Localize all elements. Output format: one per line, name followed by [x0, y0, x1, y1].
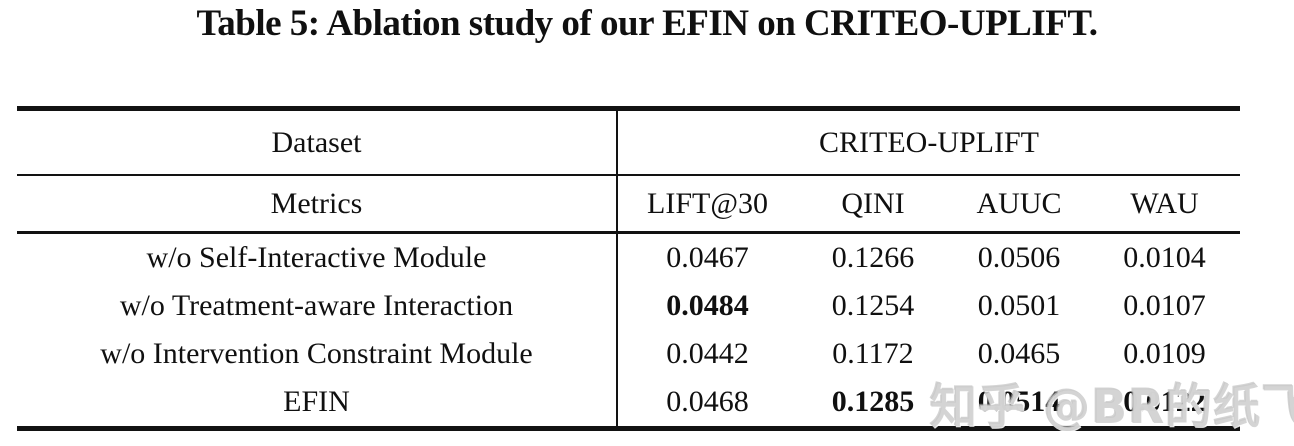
metric-value: 0.0506	[977, 241, 1061, 274]
table-row: w/o Self-Interactive Module 0.0467 0.126…	[17, 232, 1240, 282]
metric-value: 0.0109	[1123, 337, 1206, 370]
metric-column-header-wau: WAU	[1089, 175, 1240, 234]
metric-value: 0.0468	[666, 385, 749, 418]
metric-value: 0.0104	[1123, 241, 1206, 274]
row-label: w/o Treatment-aware Interaction	[17, 282, 618, 330]
row-label: w/o Intervention Constraint Module	[17, 330, 618, 378]
metric-value: 0.0442	[666, 337, 749, 370]
dataset-name: CRITEO-UPLIFT	[617, 108, 1240, 176]
metric-value: 0.1285	[831, 385, 915, 418]
row-label: EFIN	[17, 378, 618, 429]
metric-value: 0.0501	[977, 289, 1061, 322]
metric-column-header-lift30: LIFT@30	[617, 175, 797, 234]
metrics-header-label: Metrics	[17, 175, 618, 234]
table-row: w/o Intervention Constraint Module 0.044…	[17, 330, 1240, 378]
metric-value: 0.0514	[977, 385, 1061, 418]
metric-column-header-auuc: AUUC	[949, 175, 1089, 234]
ablation-table: Dataset CRITEO-UPLIFT Metrics LIFT@30 QI…	[17, 106, 1240, 431]
metric-value: 0.0484	[666, 289, 749, 322]
metric-value: 0.1266	[831, 241, 915, 274]
metrics-header-row: Metrics LIFT@30 QINI AUUC WAU	[17, 175, 1240, 234]
metric-value: 0.0122	[1123, 385, 1206, 418]
metric-value: 0.0465	[977, 337, 1061, 370]
metric-value: 0.0467	[666, 241, 749, 274]
metric-value: 0.0107	[1123, 289, 1206, 322]
metric-column-header-qini: QINI	[797, 175, 949, 234]
row-label: w/o Self-Interactive Module	[17, 232, 618, 282]
metric-value: 0.1254	[831, 289, 915, 322]
table-row: w/o Treatment-aware Interaction 0.0484 0…	[17, 282, 1240, 330]
table-caption: Table 5: Ablation study of our EFIN on C…	[196, 3, 1098, 44]
dataset-header-row: Dataset CRITEO-UPLIFT	[17, 108, 1240, 176]
table-row: EFIN 0.0468 0.1285 0.0514 0.0122	[17, 378, 1240, 429]
dataset-header-label: Dataset	[17, 108, 618, 176]
metric-value: 0.1172	[832, 337, 914, 370]
